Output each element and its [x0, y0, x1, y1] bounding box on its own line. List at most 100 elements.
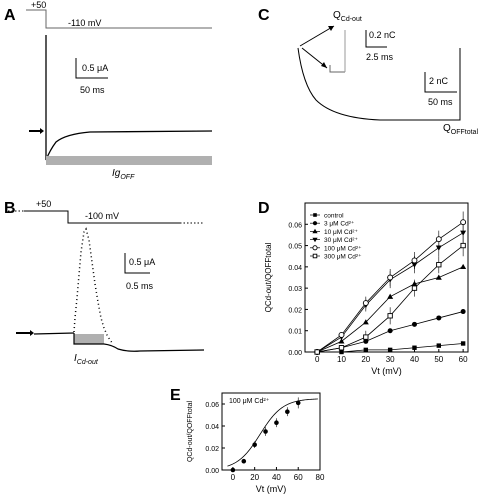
y-tick-label-e: 0.00: [205, 468, 219, 475]
scale-time-b: 0.5 ms: [126, 281, 154, 291]
legend-label-d: 10 μM Cd²⁺: [324, 229, 358, 236]
charge-trace-c: [297, 47, 461, 121]
data-point-d: [314, 349, 320, 355]
scale-bar-c: [424, 72, 457, 93]
scale-bar-a: [75, 58, 108, 79]
x-tick-label-d: 10: [337, 355, 346, 364]
x-axis-label-e: Vt (mV): [256, 484, 287, 494]
panel-a: +50 -110 mV 0.5 μA 50 ms IgOFF: [26, 0, 213, 181]
voltage-protocol-b: [24, 210, 180, 224]
y-tick-label-d: 0.06: [288, 222, 302, 229]
legend-label-d: 30 μM Cd²⁺: [324, 237, 358, 244]
panel-label-d: D: [258, 200, 270, 217]
arrow-to-qcd: [299, 25, 335, 47]
data-point-d: [460, 341, 466, 346]
shaded-label-b: ICd-out: [74, 353, 99, 366]
legend-marker-d: [312, 228, 318, 234]
x-tick-label-e: 40: [272, 473, 281, 482]
data-point-e: [274, 420, 279, 426]
chart-title-e: 100 μM Cd²⁺: [229, 398, 270, 405]
data-point-e: [285, 409, 290, 415]
y-tick-label-e: 0.04: [205, 424, 219, 431]
data-point-e: [252, 442, 257, 448]
arrow-to-qcd-head: [328, 26, 334, 31]
x-tick-label-d: 0: [315, 355, 320, 364]
current-trace-a: [45, 35, 213, 161]
panel-label-a: A: [4, 7, 16, 24]
panel-label-e: E: [170, 387, 181, 404]
shaded-label-a: IgOFF: [112, 168, 135, 181]
data-point-e: [295, 400, 301, 406]
inset-charge-label: 0.2 nC: [369, 30, 396, 40]
y-tick-label-e: 0.02: [205, 446, 219, 453]
legend-marker-d: [312, 221, 318, 226]
y-tick-label-d: 0.03: [288, 286, 302, 293]
panel-label-c: C: [258, 7, 270, 24]
data-point-d: [460, 230, 467, 236]
data-point-d: [411, 285, 418, 291]
scale-bar-b: [124, 253, 150, 274]
legend-marker-d: [312, 245, 318, 251]
x-tick-label-e: 80: [316, 473, 325, 482]
baseline-arrowhead-a: [40, 128, 44, 134]
x-tick-label-d: 20: [361, 355, 370, 364]
data-point-d: [362, 300, 369, 306]
data-point-d: [435, 245, 442, 251]
baseline-arrowhead-b: [30, 330, 34, 336]
y-tick-label-d: 0.04: [288, 265, 302, 272]
chart-e: 0 20 40 60 80 0.00 0.02 0.04 0.06 Vt (mV) QCd-out/…: [187, 392, 325, 494]
data-point-d: [387, 313, 393, 319]
x-tick-label-e: 60: [294, 473, 303, 482]
y-tick-label-e: 0.06: [205, 402, 219, 409]
scale-time-a: 50 ms: [80, 85, 105, 95]
data-point-d: [435, 236, 442, 243]
y-tick-label-d: 0.05: [288, 244, 302, 251]
x-tick-label-d: 50: [434, 355, 443, 364]
data-point-d: [460, 263, 467, 270]
data-point-d: [460, 242, 466, 249]
prepulse-label-b: +50: [36, 199, 51, 209]
data-point-d: [436, 262, 442, 268]
data-point-e: [241, 458, 247, 464]
data-point-d: [435, 274, 442, 280]
legend-label-d: 300 μM Cd²⁺: [324, 254, 362, 261]
data-point-d: [412, 345, 417, 350]
x-tick-label-e: 20: [250, 473, 259, 482]
data-point-d: [460, 219, 467, 226]
data-point-d: [387, 347, 393, 353]
data-point-e: [230, 467, 236, 473]
q-total-label: QOFFtotal: [443, 123, 478, 136]
plot-frame-e: [221, 392, 321, 471]
scale-current-b: 0.5 μA: [129, 257, 155, 267]
chart-d: 0 10 20 30 40 50 60 0.00 0.01 0.02 0.03 0.04 0.05 0.0…: [264, 202, 469, 376]
scale-charge-label: 2 nC: [429, 76, 449, 86]
data-point-d: [362, 319, 369, 325]
y-axis-label-d: QCd-out/QOFFtotal: [264, 242, 273, 312]
scale-current-a: 0.5 μA: [82, 63, 108, 73]
inset-time-label: 2.5 ms: [366, 52, 394, 62]
legend-marker-d: [312, 237, 318, 243]
scale-time-label-c: 50 ms: [428, 97, 453, 107]
fit-curve-e: [227, 398, 318, 467]
data-point-e: [263, 429, 268, 434]
current-trace-b-transient: [73, 227, 114, 345]
data-point-d: [411, 257, 418, 264]
y-tick-label-d: 0.00: [288, 350, 302, 357]
data-point-d: [339, 349, 344, 355]
data-point-d: [387, 293, 394, 299]
legend-marker-d: [313, 213, 317, 217]
x-tick-label-d: 40: [410, 355, 419, 364]
shaded-integral-a: [46, 156, 212, 165]
data-point-d: [338, 345, 345, 351]
data-point-d: [363, 347, 369, 353]
test-voltage-label-b: -100 mV: [85, 211, 119, 221]
q-cd-label: QCd-out: [333, 10, 362, 23]
prepulse-label-a: +50: [31, 0, 46, 10]
data-point-d: [436, 343, 442, 348]
x-tick-label-d: 30: [386, 355, 395, 364]
data-point-d: [387, 274, 394, 281]
test-voltage-label-a: -110 mV: [68, 18, 101, 28]
current-trace-b-baseline: [33, 332, 75, 335]
x-axis-label-d: Vt (mV): [371, 366, 402, 376]
data-point-d: [387, 328, 393, 334]
